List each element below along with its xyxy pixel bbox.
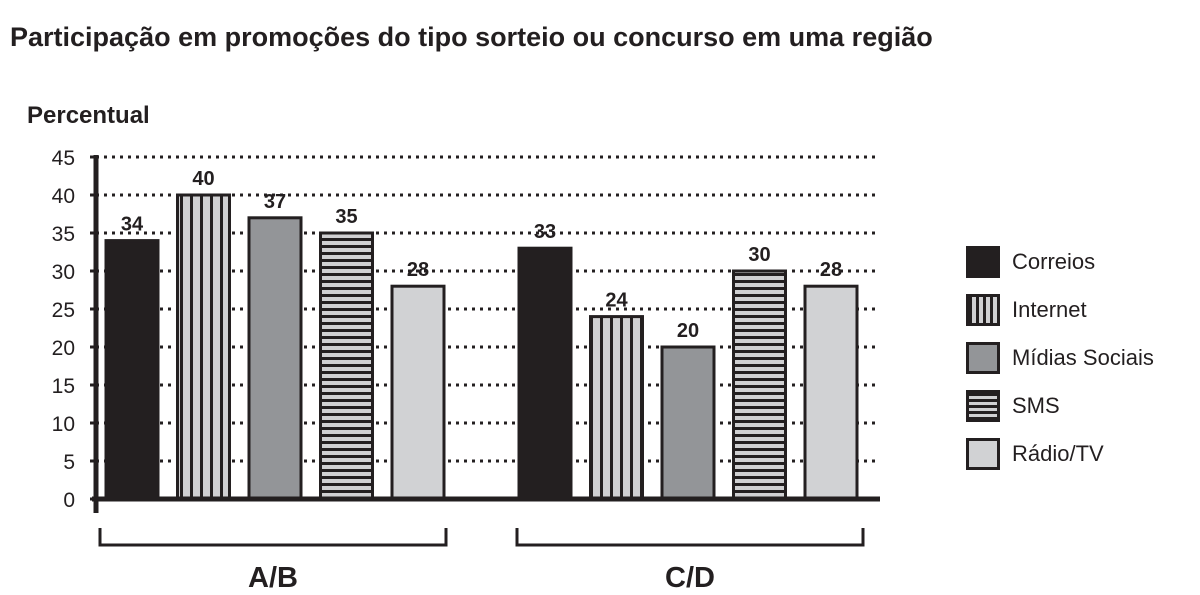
- bar-value-label: 30: [748, 244, 770, 266]
- legend-item: Rádio/TV: [966, 430, 1154, 478]
- y-axis-ticks: 0 5 10 15 20 25 30 35 40 45: [52, 147, 96, 512]
- y-tick-label: 0: [63, 489, 75, 512]
- bar-value-label: 24: [605, 290, 628, 312]
- bar-value-label: 37: [264, 191, 286, 213]
- y-tick-label: 15: [52, 375, 75, 398]
- legend: Correios Internet Mídias Sociais SMS Rádio/T…: [966, 238, 1154, 478]
- y-tick-label: 20: [52, 337, 75, 360]
- group-bracket: [98, 528, 448, 547]
- y-axis-label: Percentual: [27, 102, 150, 129]
- group-bracket: [515, 528, 865, 547]
- bar-correios-ab: [104, 239, 160, 501]
- legend-item: SMS: [966, 382, 1154, 430]
- bar-m-dias-sociais-cd: [660, 345, 716, 501]
- x-category-label: C/D: [665, 562, 715, 594]
- x-category-label: A/B: [248, 562, 298, 594]
- y-tick-label: 30: [52, 261, 75, 284]
- bar-value-label: 33: [534, 221, 556, 243]
- bars: 34 40 37 35 28 33 24 20 30 28: [104, 168, 859, 501]
- y-tick-label: 45: [52, 147, 75, 170]
- bar-correios-cd: [517, 246, 573, 501]
- legend-swatch-icon: [966, 390, 1000, 422]
- legend-swatch-icon: [966, 294, 1000, 326]
- y-tick-label: 10: [52, 413, 75, 436]
- legend-label: Mídias Sociais: [1012, 345, 1154, 370]
- legend-item: Internet: [966, 286, 1154, 334]
- y-tick-label: 25: [52, 299, 75, 322]
- legend-swatch-icon: [966, 246, 1000, 278]
- legend-swatch-icon: [966, 438, 1000, 470]
- y-tick-label: 40: [52, 185, 75, 208]
- y-tick-label: 5: [63, 451, 75, 474]
- legend-label: Correios: [1012, 249, 1096, 274]
- bar-value-label: 20: [677, 320, 699, 342]
- chart-title: Participação em promoções do tipo sortei…: [10, 22, 933, 52]
- y-tick-label: 35: [52, 223, 75, 246]
- legend-swatch-icon: [966, 342, 1000, 374]
- bar-sms-ab: [319, 231, 374, 501]
- group-brackets: A/B C/D: [98, 528, 865, 594]
- bar-internet-cd: [589, 315, 644, 501]
- bar-value-label: 28: [820, 259, 842, 281]
- legend-label: Rádio/TV: [1012, 441, 1104, 466]
- bar-value-label: 40: [192, 168, 214, 190]
- bar-r-dio-tv-ab: [390, 284, 446, 501]
- bar-value-label: 34: [121, 214, 144, 236]
- bar-m-dias-sociais-ab: [247, 216, 303, 501]
- axes: [92, 155, 880, 513]
- bar-value-label: 28: [407, 259, 429, 281]
- legend-item: Correios: [966, 238, 1154, 286]
- legend-label: Internet: [1012, 297, 1087, 322]
- legend-label: SMS: [1012, 393, 1060, 418]
- bar-value-label: 35: [335, 206, 357, 228]
- bar-sms-cd: [732, 269, 787, 501]
- bar-internet-ab: [176, 193, 231, 501]
- bar-r-dio-tv-cd: [803, 284, 859, 501]
- legend-item: Mídias Sociais: [966, 334, 1154, 382]
